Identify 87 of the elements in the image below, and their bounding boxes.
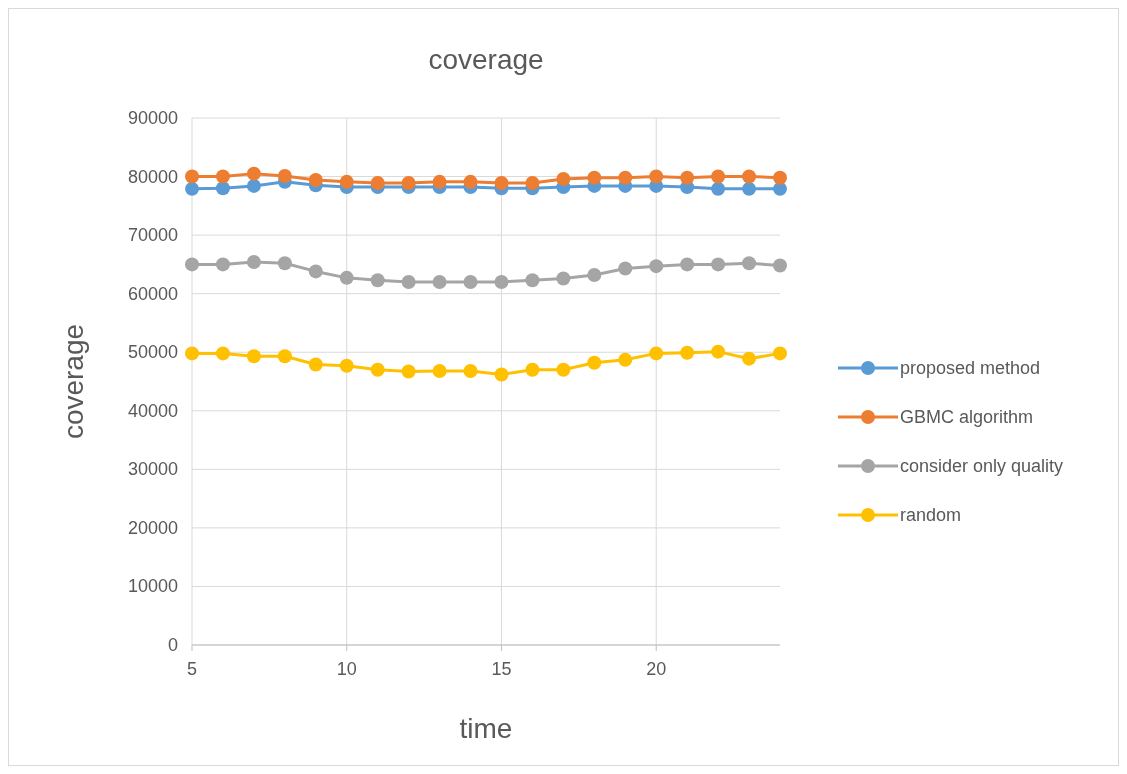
point — [773, 258, 787, 273]
point — [370, 273, 385, 288]
point — [277, 256, 292, 271]
point — [432, 363, 447, 378]
point — [463, 274, 478, 289]
y-tick-label: 40000 — [127, 400, 178, 421]
point — [742, 169, 757, 184]
point — [618, 352, 633, 367]
point — [370, 176, 385, 190]
point — [215, 181, 230, 196]
point — [587, 170, 602, 185]
x-tick-label: 15 — [491, 659, 512, 679]
point — [308, 264, 323, 279]
point — [556, 171, 571, 186]
point — [277, 168, 292, 183]
x-tick-label: 10 — [336, 659, 357, 679]
point — [463, 363, 478, 378]
legend-label: GBMC algorithm — [900, 407, 1034, 427]
point — [215, 169, 230, 184]
point — [246, 166, 261, 181]
legend-label: proposed method — [900, 358, 1041, 378]
point — [277, 349, 292, 364]
y-tick-label: 10000 — [127, 576, 178, 597]
point — [308, 357, 323, 372]
point — [742, 181, 757, 196]
point — [649, 346, 664, 361]
point — [773, 346, 787, 361]
point — [556, 271, 571, 286]
point — [525, 362, 540, 377]
point — [432, 174, 447, 189]
point — [246, 255, 261, 270]
y-tick-label: 90000 — [127, 108, 178, 128]
point — [556, 362, 571, 377]
point — [711, 257, 726, 272]
y-axis-title: coverage — [58, 323, 89, 440]
point — [185, 181, 199, 196]
x-tick-label: 20 — [646, 659, 667, 679]
point — [246, 349, 261, 364]
point — [308, 173, 323, 188]
point — [494, 176, 509, 190]
point — [711, 181, 726, 196]
point — [711, 344, 726, 359]
point — [680, 170, 695, 185]
x-axis-title: time — [459, 713, 513, 744]
point — [525, 273, 540, 288]
point — [587, 355, 602, 370]
y-tick-label: 70000 — [127, 225, 178, 246]
point — [370, 362, 385, 377]
point — [401, 364, 416, 379]
point — [742, 351, 757, 366]
point — [215, 346, 230, 361]
point — [773, 181, 787, 196]
y-tick-label: 20000 — [127, 517, 178, 538]
point — [215, 257, 230, 272]
point — [339, 174, 354, 189]
x-tick-label: 5 — [186, 659, 198, 679]
point — [246, 178, 261, 193]
point — [649, 169, 664, 184]
point — [494, 274, 509, 289]
point — [680, 257, 695, 272]
point — [711, 169, 726, 184]
y-tick-label: 0 — [167, 635, 178, 655]
point — [618, 261, 633, 276]
point — [494, 367, 509, 382]
y-tick-label: 60000 — [127, 283, 178, 304]
y-tick-label: 80000 — [127, 166, 178, 187]
point — [618, 170, 633, 185]
legend-label: consider only quality — [900, 456, 1064, 476]
point — [339, 358, 354, 373]
point — [463, 174, 478, 189]
point — [185, 346, 199, 361]
legend-label: random — [900, 505, 962, 525]
point — [649, 259, 664, 274]
point — [742, 256, 757, 271]
point — [773, 170, 787, 185]
point — [401, 176, 416, 190]
chart-title: coverage — [428, 44, 544, 75]
point — [587, 267, 602, 282]
point — [525, 176, 540, 190]
point — [339, 270, 354, 285]
point — [401, 274, 416, 289]
point — [185, 257, 199, 272]
point — [432, 274, 447, 289]
point — [185, 169, 199, 184]
y-tick-label: 30000 — [127, 459, 178, 480]
y-tick-label: 50000 — [127, 342, 178, 363]
point — [680, 345, 695, 360]
